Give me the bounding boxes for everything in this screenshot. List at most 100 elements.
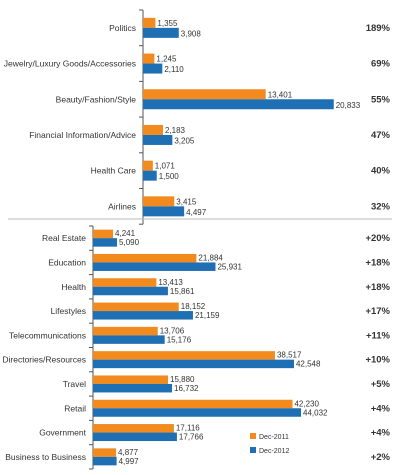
bar-dec-2011 bbox=[93, 399, 293, 409]
data-label-dec-2012: 2,110 bbox=[164, 65, 184, 74]
category-label: Government bbox=[39, 428, 86, 438]
bar-dec-2011 bbox=[93, 351, 275, 360]
growth-label: +10% bbox=[365, 355, 390, 366]
growth-label: 189% bbox=[366, 23, 391, 34]
bar-dec-2012 bbox=[143, 27, 179, 38]
category-label: Jewelry/Luxury Goods/Accessories bbox=[4, 59, 136, 69]
bar-dec-2012 bbox=[93, 383, 173, 393]
bar-dec-2011 bbox=[93, 326, 158, 336]
bar-dec-2011 bbox=[93, 424, 174, 433]
data-label-dec-2012: 17,766 bbox=[179, 433, 204, 442]
category-label: Health Care bbox=[91, 166, 137, 176]
data-label-dec-2011: 1,355 bbox=[157, 19, 178, 28]
data-label-dec-2012: 16,732 bbox=[174, 384, 199, 393]
growth-label: +18% bbox=[365, 257, 390, 268]
growth-label: +4% bbox=[371, 403, 391, 414]
bar-dec-2012 bbox=[143, 63, 163, 74]
bar-dec-2011 bbox=[143, 124, 163, 135]
category-label: Financial Information/Advice bbox=[29, 130, 136, 140]
bar-dec-2012 bbox=[93, 408, 302, 417]
data-label-dec-2011: 38,517 bbox=[277, 351, 302, 360]
data-label-dec-2012: 15,861 bbox=[170, 287, 195, 296]
data-label-dec-2012: 42,548 bbox=[296, 360, 321, 369]
bar-dec-2012 bbox=[93, 311, 193, 320]
category-label: Retail bbox=[64, 403, 86, 413]
bar-dec-2012 bbox=[143, 134, 173, 145]
bar-dec-2011 bbox=[143, 89, 266, 100]
data-label-dec-2012: 3,908 bbox=[181, 29, 202, 38]
data-label-dec-2012: 1,500 bbox=[159, 172, 180, 181]
data-label-dec-2011: 4,877 bbox=[118, 448, 139, 457]
growth-label: 69% bbox=[371, 59, 391, 70]
data-label-dec-2012: 5,090 bbox=[119, 238, 140, 247]
growth-label: +4% bbox=[371, 428, 391, 439]
bar-dec-2012 bbox=[93, 432, 177, 442]
data-label-dec-2012: 44,032 bbox=[303, 408, 328, 417]
bar-dec-2011 bbox=[93, 253, 197, 263]
bar-dec-2012 bbox=[93, 286, 168, 296]
category-label: Telecommunications bbox=[9, 330, 86, 340]
legend-label: Dec-2011 bbox=[259, 434, 289, 441]
bar-dec-2011 bbox=[93, 448, 117, 457]
bar-dec-2011 bbox=[93, 278, 157, 287]
data-label-dec-2011: 2,183 bbox=[165, 126, 186, 135]
bar-dec-2012 bbox=[143, 99, 334, 110]
category-label: Beauty/Fashion/Style bbox=[56, 94, 137, 104]
bar-dec-2011 bbox=[143, 17, 156, 28]
data-label-dec-2011: 15,880 bbox=[170, 375, 195, 384]
bar-dec-2011 bbox=[143, 160, 153, 171]
bar-dec-2012 bbox=[143, 206, 185, 217]
bar-dec-2011 bbox=[143, 53, 155, 64]
bar-dec-2012 bbox=[143, 170, 157, 181]
growth-label: 55% bbox=[371, 94, 391, 105]
growth-label: +17% bbox=[365, 306, 390, 317]
growth-label: +2% bbox=[371, 452, 391, 463]
category-label: Health bbox=[61, 282, 86, 292]
bar-dec-2012 bbox=[93, 262, 216, 271]
data-label-dec-2012: 25,931 bbox=[217, 262, 242, 271]
bar-dec-2011 bbox=[93, 375, 169, 384]
category-label: Education bbox=[48, 257, 86, 267]
data-label-dec-2011: 1,245 bbox=[156, 55, 177, 64]
data-label-dec-2011: 13,413 bbox=[158, 278, 183, 287]
bar-dec-2012 bbox=[93, 456, 117, 466]
bar-dec-2012 bbox=[93, 359, 294, 369]
bar-dec-2011 bbox=[143, 196, 175, 207]
data-label-dec-2012: 15,176 bbox=[167, 335, 192, 344]
bar-dec-2011 bbox=[93, 302, 179, 312]
category-label: Politics bbox=[109, 23, 136, 33]
data-label-dec-2011: 17,116 bbox=[176, 424, 200, 433]
data-label-dec-2011: 1,071 bbox=[155, 162, 176, 171]
growth-label: 40% bbox=[371, 166, 391, 177]
data-label-dec-2011: 42,230 bbox=[294, 399, 319, 408]
data-label-dec-2011: 18,152 bbox=[181, 302, 206, 311]
bar-dec-2012 bbox=[93, 238, 118, 247]
legend-swatch bbox=[250, 447, 256, 453]
bar-dec-2011 bbox=[93, 229, 114, 239]
category-label: Lifestyles bbox=[51, 306, 86, 316]
data-label-dec-2012: 3,205 bbox=[174, 136, 195, 145]
bar-dec-2012 bbox=[93, 335, 165, 344]
growth-label: +18% bbox=[365, 282, 390, 293]
growth-label: 32% bbox=[371, 201, 391, 212]
data-label-dec-2011: 13,706 bbox=[160, 326, 185, 335]
growth-label: +5% bbox=[371, 379, 391, 390]
data-label-dec-2012: 4,997 bbox=[119, 457, 140, 466]
growth-label: 47% bbox=[371, 130, 391, 141]
data-label-dec-2012: 21,159 bbox=[195, 311, 220, 320]
data-label-dec-2011: 13,401 bbox=[268, 90, 293, 99]
data-label-dec-2011: 3,415 bbox=[176, 197, 197, 206]
data-label-dec-2011: 4,241 bbox=[115, 229, 136, 238]
category-label: Business to Business bbox=[5, 452, 86, 462]
category-label: Directories/Resources bbox=[2, 355, 86, 365]
data-label-dec-2012: 20,833 bbox=[336, 101, 361, 110]
category-label: Real Estate bbox=[42, 233, 86, 243]
category-label: Travel bbox=[63, 379, 86, 389]
legend-label: Dec-2012 bbox=[259, 448, 289, 455]
legend-swatch bbox=[250, 433, 256, 439]
growth-label: +11% bbox=[366, 330, 391, 341]
data-label-dec-2011: 21,884 bbox=[198, 253, 223, 262]
data-label-dec-2012: 4,497 bbox=[186, 208, 207, 217]
